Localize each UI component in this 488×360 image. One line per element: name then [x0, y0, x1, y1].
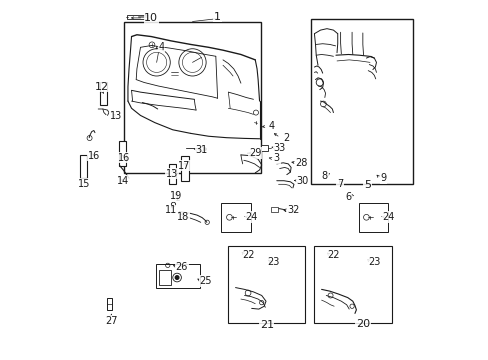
Text: 13: 13: [165, 168, 178, 179]
Text: 2: 2: [283, 133, 289, 143]
Text: 29: 29: [248, 148, 261, 158]
Bar: [221, 203, 250, 232]
Text: 4: 4: [268, 121, 274, 131]
Bar: [80, 155, 86, 178]
Circle shape: [175, 276, 179, 279]
Text: 13: 13: [110, 111, 122, 121]
Bar: [100, 82, 106, 105]
Text: 17: 17: [178, 161, 190, 171]
Text: 24: 24: [245, 212, 257, 222]
Text: 20: 20: [355, 319, 369, 329]
Text: 22: 22: [326, 250, 339, 260]
Text: 9: 9: [380, 173, 386, 183]
Text: 28: 28: [295, 158, 307, 168]
Text: 6: 6: [345, 192, 351, 202]
Text: 22: 22: [242, 250, 254, 260]
Bar: [180, 156, 188, 181]
Text: 12: 12: [95, 82, 109, 92]
Text: 7: 7: [336, 179, 342, 189]
Text: 4: 4: [158, 42, 164, 51]
Circle shape: [203, 148, 206, 150]
Bar: [126, 15, 147, 19]
Bar: [159, 270, 170, 285]
Text: 3: 3: [273, 153, 279, 163]
Text: 16: 16: [87, 150, 100, 161]
Text: 15: 15: [78, 179, 90, 189]
Bar: [124, 22, 260, 173]
Text: 10: 10: [144, 13, 158, 23]
Text: 27: 27: [104, 316, 117, 325]
Text: 21: 21: [259, 320, 273, 330]
Text: 14: 14: [117, 176, 129, 186]
Text: 31: 31: [195, 144, 207, 154]
Text: 11: 11: [164, 206, 177, 216]
Text: 18: 18: [176, 212, 188, 221]
Text: 25: 25: [199, 276, 212, 286]
Text: 5: 5: [363, 180, 370, 190]
Text: 32: 32: [287, 206, 300, 216]
Bar: [271, 207, 277, 212]
Bar: [260, 145, 267, 150]
Text: 16: 16: [117, 153, 129, 163]
Bar: [358, 203, 387, 232]
Text: 19: 19: [169, 191, 182, 201]
Text: 23: 23: [267, 257, 280, 267]
Bar: [119, 141, 126, 166]
Bar: [314, 246, 391, 323]
Bar: [106, 298, 112, 310]
Text: 24: 24: [382, 212, 394, 222]
Bar: [169, 163, 175, 184]
Text: 33: 33: [273, 143, 285, 153]
Text: 30: 30: [296, 176, 308, 186]
Bar: [310, 19, 412, 184]
Text: 26: 26: [175, 262, 187, 272]
Text: 1: 1: [214, 12, 221, 22]
Bar: [155, 264, 200, 288]
Text: 8: 8: [321, 171, 327, 181]
Bar: [228, 246, 305, 323]
Text: 23: 23: [367, 257, 380, 267]
